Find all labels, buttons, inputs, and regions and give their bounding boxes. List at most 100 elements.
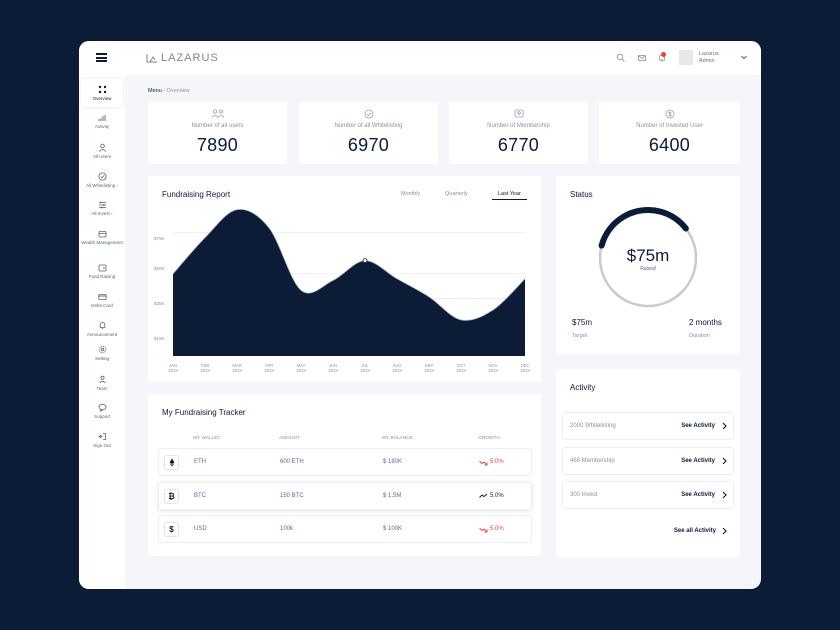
sidebar-item-all-invest[interactable]: All Invest › [81, 201, 123, 216]
search-icon[interactable] [616, 53, 626, 63]
see-all-activity-link[interactable]: See all Activity [673, 528, 716, 534]
y-tick-label: $15K [154, 336, 165, 341]
fundraising-title: Fundraising Report [162, 190, 231, 199]
wallet-cell: ETH [194, 459, 206, 465]
data-point[interactable] [362, 258, 368, 264]
chevron-right-icon[interactable] [722, 527, 727, 535]
fundraising-tracker-card: My Fundraising Tracker MY WALLET AMOUNT … [148, 394, 541, 556]
sidebar-item-setting[interactable]: Setting [81, 345, 123, 361]
logo-text: LAZARUS [161, 52, 219, 64]
see-activity-link[interactable]: See Activity [681, 423, 715, 429]
activity-row: 300 Invest See Activity [562, 481, 734, 509]
status-progress-ring [597, 207, 699, 309]
app-logo[interactable]: LAZARUS [146, 52, 219, 64]
duration-label: Duration [689, 333, 710, 339]
x-tick-label: JUL 2019 [360, 363, 370, 373]
check-circle-icon [98, 172, 106, 181]
activity-card: Activity 2000 Whitelisting See Activity … [556, 369, 740, 557]
sidebar-item-all-users[interactable]: All Users [81, 143, 123, 159]
menu-icon[interactable] [96, 53, 107, 62]
user-role: Admin [699, 58, 715, 64]
sidebar-item-label: Support [94, 414, 110, 419]
y-tick-label: $50K [154, 266, 165, 271]
users-icon [211, 109, 224, 118]
chevron-right-icon[interactable] [722, 457, 727, 465]
column-header: MY BALANCE [382, 436, 413, 441]
breadcrumb-root[interactable]: Menu [148, 88, 162, 94]
sidebar-item-wealth-management[interactable]: Wealth Management [81, 230, 123, 245]
tab-monthly[interactable]: Monthly [401, 191, 421, 197]
sidebar-item-label: Activity [94, 124, 110, 129]
table-row[interactable]: ₿ BTC 150 BTC $ 1.5M 5.0% [158, 482, 532, 510]
tab-quarterly[interactable]: Quarterly [445, 191, 468, 197]
sidebar-item-label: Team [96, 386, 108, 391]
sidebar-item-debit-card[interactable]: Debit Card [81, 293, 123, 308]
sidebar-item-all-whitelisting[interactable]: All Whitelisting › [81, 172, 123, 188]
breadcrumb: Menu › Overview [148, 88, 190, 94]
duration-value: 2 months [689, 318, 722, 327]
stat-label: Number of all users [191, 123, 244, 129]
wallet-cell: BTC [194, 493, 206, 499]
amount-cell: 150 BTC [280, 493, 304, 499]
mail-icon[interactable] [637, 53, 647, 63]
sidebar-item-announcement[interactable]: Announcement [81, 321, 123, 337]
trend-down-icon [479, 460, 488, 466]
growth-cell: 5.0% [490, 459, 504, 465]
bitcoin-icon: ₿ [164, 489, 179, 504]
sidebar-item-support[interactable]: Support [81, 403, 123, 419]
balance-cell: $ 1.5M [383, 493, 402, 499]
sidebar: Overview Activity All Users All Whitelis… [79, 75, 125, 589]
stat-card-whitelisting: Number of all Whitelisting 6970 [299, 102, 438, 164]
see-activity-link[interactable]: See Activity [681, 492, 715, 498]
column-header: GROWTH [478, 436, 500, 441]
sidebar-item-label: Fund Raising [88, 274, 116, 279]
see-activity-link[interactable]: See Activity [681, 458, 715, 464]
gear-icon [98, 345, 106, 354]
status-title: Status [570, 190, 593, 199]
sidebar-item-team[interactable]: Team [81, 375, 123, 391]
stat-card-users: Number of all users 7890 [148, 102, 287, 164]
team-icon [98, 375, 106, 384]
fund-icon [98, 264, 106, 272]
sidebar-item-activity[interactable]: Activity [81, 114, 123, 129]
y-tick-label: $75K [154, 236, 165, 241]
x-tick-label: AUG 2019 [392, 363, 402, 373]
amount-cell: 100k [280, 526, 294, 532]
top-bar: LAZARUS Lazarus Admin [79, 41, 761, 75]
column-header: AMOUNT [279, 436, 300, 441]
avatar[interactable] [679, 50, 693, 65]
dollar-icon: $ [164, 522, 179, 537]
chevron-down-icon[interactable] [741, 55, 747, 60]
stat-label: Number of Invested User [636, 123, 703, 129]
y-tick-label: $35K [154, 301, 165, 306]
target-label: Target [572, 333, 588, 339]
sidebar-item-fund-raising[interactable]: Fund Raising [81, 264, 123, 279]
x-tick-label: JUN 2019 [328, 363, 338, 373]
fundraising-area-chart [173, 208, 525, 356]
user-icon [98, 143, 106, 152]
activity-text: 2000 Whitelisting [570, 423, 616, 429]
activity-row: 2000 Whitelisting See Activity [562, 412, 734, 440]
sidebar-item-label: Debit Card [91, 303, 113, 308]
table-row[interactable]: $ USD 100k $ 100K 5.0% [158, 515, 532, 543]
wallet-icon [98, 231, 106, 238]
activity-row: 468 Membership See Activity [562, 447, 734, 475]
area-series-line [173, 208, 525, 321]
table-row[interactable]: ETH 600 ETH $ 180K 5.0% [158, 448, 532, 476]
tab-last-year[interactable]: Last Year [492, 191, 527, 200]
grid-icon [98, 85, 106, 94]
breadcrumb-separator: › [163, 88, 167, 94]
stat-card-membership: Number of Membership 6770 [449, 102, 588, 164]
dollar-coin-icon [665, 109, 674, 119]
x-tick-label: MAR 2019 [232, 363, 242, 373]
status-sublabel: Raised [640, 266, 656, 272]
x-tick-label: FEB 2019 [200, 363, 210, 373]
sign-out-icon [98, 433, 106, 440]
chevron-right-icon[interactable] [722, 491, 727, 499]
status-card: Status $75m Raised $75m Target 2 months … [556, 176, 740, 354]
sidebar-item-sign-out[interactable]: Sign Out [81, 432, 123, 448]
sidebar-item-overview[interactable]: Overview [81, 79, 123, 107]
check-circle-icon [364, 109, 373, 119]
chevron-right-icon[interactable] [722, 422, 727, 430]
sidebar-item-label: All Whitelisting › [85, 183, 118, 188]
